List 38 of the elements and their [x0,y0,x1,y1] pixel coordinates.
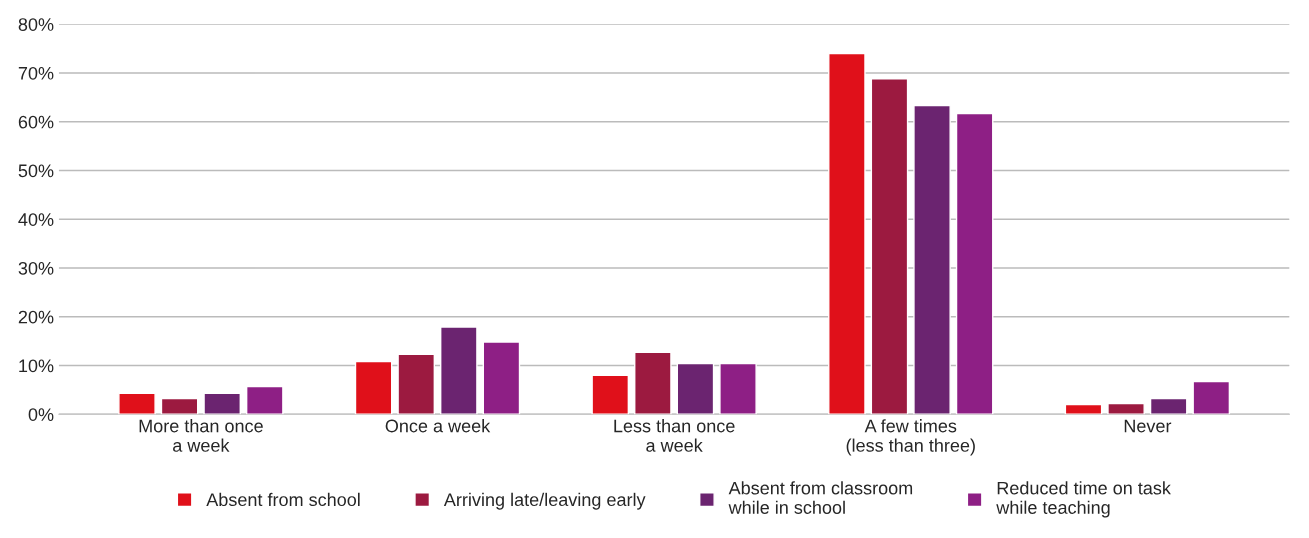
y-tick-label: 60% [18,115,54,129]
bar [676,362,715,415]
bar [482,341,521,415]
bar [397,353,436,415]
bar [160,397,199,415]
bar [440,326,478,415]
y-tick-label: 80% [18,18,54,31]
y-tick-label: 40% [18,213,54,226]
x-tick-label: Less than once a week [614,419,735,452]
y-tick-label: 30% [18,261,54,275]
bar [828,52,866,415]
bar [913,104,951,415]
x-tick-label: More than once a week [139,419,263,452]
x-tick-label: Never [1124,419,1172,433]
bar [354,360,393,415]
legend-label: Reduced time on task while teaching [996,481,1171,518]
bar [591,374,630,415]
y-tick-label: 10% [19,359,54,373]
bar [719,362,757,415]
bar [118,392,156,415]
bar [634,351,672,415]
x-tick-label: A few times (less than three) [846,419,975,456]
legend-label: Absent from classroom while in school [728,481,913,514]
y-tick-label: 20% [18,310,54,324]
bar [1064,403,1103,415]
legend-label: Absent from school [206,492,360,507]
bar [203,392,241,415]
y-tick-label: 0% [28,408,54,421]
legend-label: Arriving late/leaving early [443,492,646,510]
bar [955,112,994,415]
bar [870,78,909,415]
y-tick-label: 70% [18,66,54,80]
bar [1107,402,1145,415]
bar [1192,380,1231,415]
x-tick-label: Once a week [385,419,491,433]
bar [1149,397,1188,415]
bar [245,385,284,415]
y-tick-label: 50% [18,164,54,178]
